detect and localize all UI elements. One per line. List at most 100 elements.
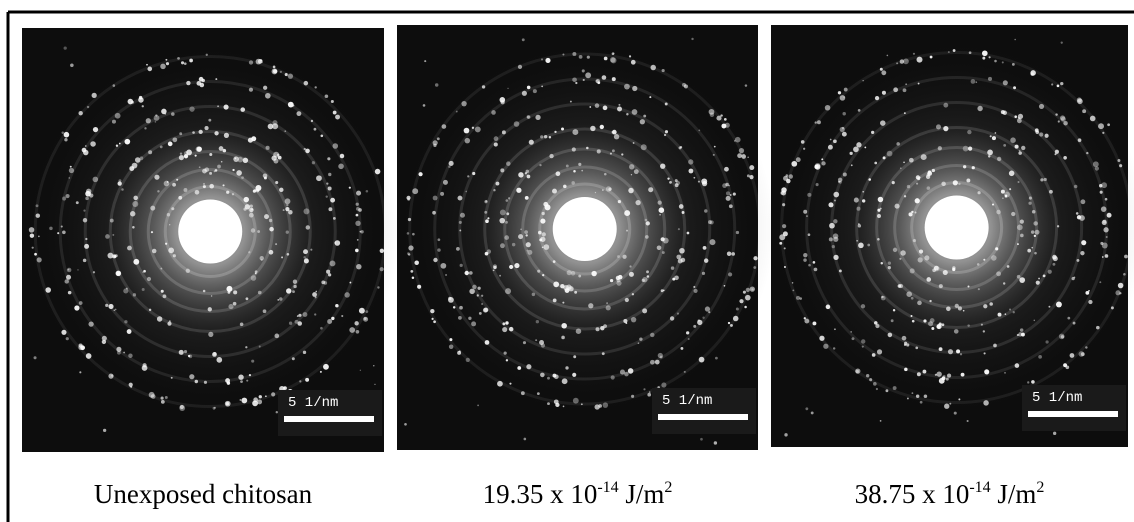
spot xyxy=(486,249,492,254)
spot xyxy=(804,318,810,324)
spot xyxy=(526,364,532,370)
spot xyxy=(437,238,441,242)
spot xyxy=(661,251,665,255)
spot xyxy=(1082,109,1087,114)
spot xyxy=(505,199,509,202)
spot xyxy=(572,52,577,56)
spot xyxy=(833,191,840,198)
spot xyxy=(268,218,273,223)
spot xyxy=(856,142,862,148)
spot xyxy=(573,355,577,359)
spot xyxy=(253,397,259,403)
spot xyxy=(1063,155,1067,160)
spot xyxy=(578,55,583,59)
spot xyxy=(520,228,522,231)
spot xyxy=(681,211,685,214)
spot xyxy=(187,354,191,358)
spot xyxy=(1052,262,1056,266)
spot xyxy=(1056,225,1060,228)
spot xyxy=(477,404,480,407)
spot xyxy=(829,222,835,229)
spot xyxy=(656,245,662,251)
spot xyxy=(698,129,701,132)
spot xyxy=(168,320,171,323)
spot xyxy=(833,254,839,261)
spot xyxy=(85,196,89,201)
spot xyxy=(927,171,933,176)
spot xyxy=(115,144,119,147)
spot xyxy=(514,263,520,269)
spot xyxy=(573,170,576,173)
spot xyxy=(132,200,139,207)
spot xyxy=(291,357,295,361)
spot xyxy=(28,227,35,233)
spot xyxy=(746,174,750,178)
spot xyxy=(832,347,836,350)
spot xyxy=(303,249,308,255)
spot xyxy=(967,146,973,151)
spot xyxy=(589,106,592,108)
spot xyxy=(747,156,749,159)
spot xyxy=(220,160,223,163)
spot xyxy=(299,380,302,383)
spot xyxy=(516,187,522,193)
spot xyxy=(782,224,787,229)
spot xyxy=(499,274,501,277)
spot xyxy=(591,270,597,277)
spot xyxy=(631,109,638,115)
spot xyxy=(693,288,698,293)
ring xyxy=(538,182,632,276)
spot xyxy=(1033,319,1036,322)
spot xyxy=(1067,316,1071,320)
spot xyxy=(379,248,385,253)
spot xyxy=(915,394,920,398)
spot xyxy=(78,110,83,116)
spot xyxy=(324,94,329,99)
spot xyxy=(702,316,705,319)
spot xyxy=(251,359,255,363)
spot xyxy=(572,77,577,83)
spot xyxy=(982,56,986,60)
spot xyxy=(742,290,746,294)
spot xyxy=(805,407,809,411)
caption-exponent: -14 xyxy=(597,479,618,496)
spot xyxy=(983,400,989,406)
spot xyxy=(911,319,915,323)
spot xyxy=(708,311,711,314)
spot xyxy=(594,191,597,194)
spot xyxy=(649,359,655,365)
spot xyxy=(572,129,579,136)
spot xyxy=(931,168,935,173)
spot xyxy=(279,187,284,193)
spot xyxy=(615,275,621,281)
spot xyxy=(1063,120,1068,126)
spot xyxy=(792,289,795,292)
spot xyxy=(871,130,875,135)
spot xyxy=(172,137,178,143)
spot xyxy=(581,169,584,172)
spot xyxy=(944,403,950,409)
spot xyxy=(330,99,334,103)
spot xyxy=(803,317,806,320)
spot xyxy=(520,391,525,396)
spot xyxy=(536,392,540,396)
spot xyxy=(677,258,683,264)
spot xyxy=(991,255,997,261)
spot xyxy=(292,290,295,294)
spot xyxy=(284,130,287,132)
spot xyxy=(800,140,805,144)
spot xyxy=(204,126,209,131)
spot xyxy=(328,172,332,177)
spot xyxy=(701,178,708,185)
spot xyxy=(248,60,254,65)
spot xyxy=(472,284,477,290)
spot xyxy=(354,321,359,326)
spot xyxy=(432,195,438,201)
spot xyxy=(837,177,843,183)
spot xyxy=(526,249,529,252)
spot xyxy=(541,85,544,88)
spot xyxy=(448,165,451,169)
spot xyxy=(1011,211,1016,217)
spot xyxy=(807,233,811,237)
spot xyxy=(627,368,634,374)
